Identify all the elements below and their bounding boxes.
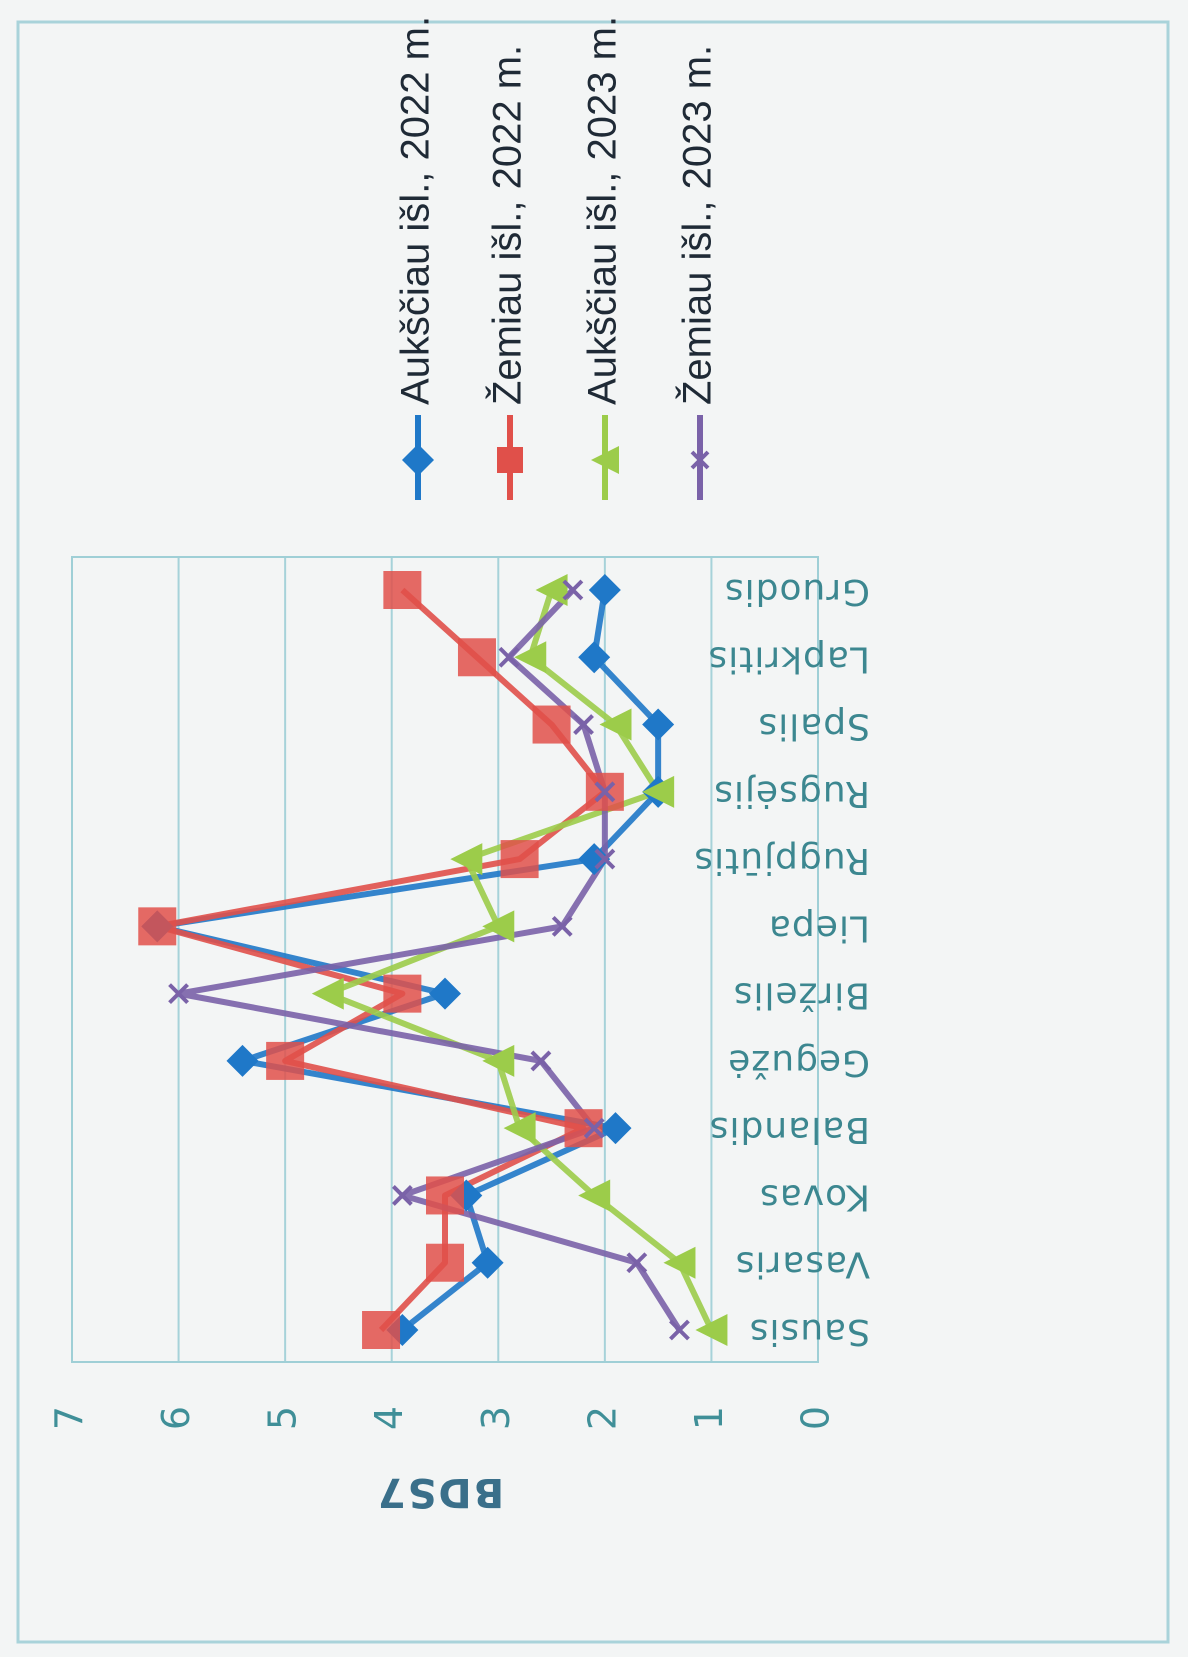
y-tick-label: 1	[687, 1406, 731, 1430]
data-point	[383, 571, 422, 609]
gridlines	[177, 557, 713, 1362]
legend-marker	[497, 447, 523, 473]
category-label: Rugsėjis	[713, 773, 870, 814]
legend-label: Žemiau išl., 2022 m.	[485, 45, 530, 405]
category-label: Vasaris	[735, 1244, 870, 1285]
plot-area	[71, 556, 819, 1363]
series-lines	[154, 587, 715, 1333]
category-label: Liepa	[768, 907, 870, 948]
data-point	[450, 843, 483, 876]
data-point	[626, 1252, 648, 1274]
category-label: Balandis	[709, 1109, 870, 1150]
data-point	[695, 1314, 728, 1346]
y-tick-label: 7	[48, 1406, 92, 1430]
data-point	[599, 1112, 632, 1145]
data-point	[663, 1246, 696, 1279]
data-point	[599, 708, 632, 741]
legend-marker	[690, 450, 710, 470]
legend: Aukščiau išl., 2022 m. Žemiau išl., 2022 …	[394, 16, 720, 500]
data-point	[383, 974, 422, 1013]
data-point	[500, 840, 539, 879]
category-label: Gruodis	[724, 571, 870, 612]
legend-marker	[402, 444, 434, 476]
category-label: Birželis	[733, 975, 870, 1016]
data-point	[429, 977, 461, 1010]
data-point	[594, 848, 616, 870]
series-markers	[138, 571, 728, 1349]
y-axis-ticks: 0 1 2 3 4 5 6 7	[48, 1406, 838, 1430]
y-tick-label: 4	[367, 1406, 411, 1430]
data-point	[471, 1246, 504, 1279]
y-tick-label: 0	[794, 1406, 838, 1430]
data-point	[562, 579, 584, 601]
data-point	[642, 775, 675, 808]
data-point	[311, 977, 344, 1010]
data-point	[578, 1179, 611, 1212]
category-label: Sausis	[749, 1311, 870, 1352]
data-point	[578, 641, 611, 674]
data-point	[226, 1044, 259, 1077]
data-point	[503, 1112, 536, 1145]
y-tick-label: 5	[261, 1406, 305, 1430]
data-point	[482, 1044, 515, 1077]
data-point	[594, 781, 616, 803]
data-point	[457, 638, 496, 677]
legend-label: Aukščiau išl., 2022 m.	[394, 16, 438, 405]
data-point	[426, 1176, 464, 1215]
data-point	[391, 1185, 413, 1206]
category-label: Kovas	[759, 1176, 870, 1217]
category-label: Rugpjūtis	[693, 840, 870, 881]
data-point	[482, 910, 515, 943]
data-point	[578, 843, 611, 876]
data-point	[583, 1117, 605, 1139]
data-point	[588, 574, 621, 606]
data-point	[551, 915, 573, 937]
x-axis-categories: Sausis Vasaris Kovas Balandis Gegužė Birželis…	[693, 571, 870, 1352]
data-point	[535, 574, 568, 606]
category-label: Spalis	[757, 706, 870, 747]
y-tick-label: 6	[154, 1406, 198, 1430]
legend-label: Aukščiau išl., 2023 m.	[581, 16, 625, 405]
data-point	[530, 1050, 552, 1072]
data-point	[362, 1311, 401, 1349]
legend-marker	[591, 446, 619, 474]
data-point	[138, 907, 177, 946]
category-label: Lapkritis	[708, 638, 871, 679]
data-point	[168, 983, 189, 1005]
figure-border	[16, 20, 1170, 1644]
legend-label: Žemiau išl., 2023 m.	[675, 45, 720, 405]
data-point	[514, 641, 547, 674]
category-label: Gegužė	[727, 1042, 870, 1083]
y-axis-title: BDS7	[376, 1469, 504, 1515]
data-point	[498, 646, 520, 668]
data-point	[642, 708, 675, 741]
data-point	[573, 714, 594, 735]
data-point	[532, 705, 571, 744]
data-point	[426, 1243, 464, 1282]
data-point	[669, 1319, 690, 1341]
y-tick-label: 3	[474, 1406, 518, 1430]
plot-frame	[71, 556, 819, 1363]
y-tick-label: 2	[580, 1406, 624, 1430]
data-point	[266, 1041, 305, 1080]
